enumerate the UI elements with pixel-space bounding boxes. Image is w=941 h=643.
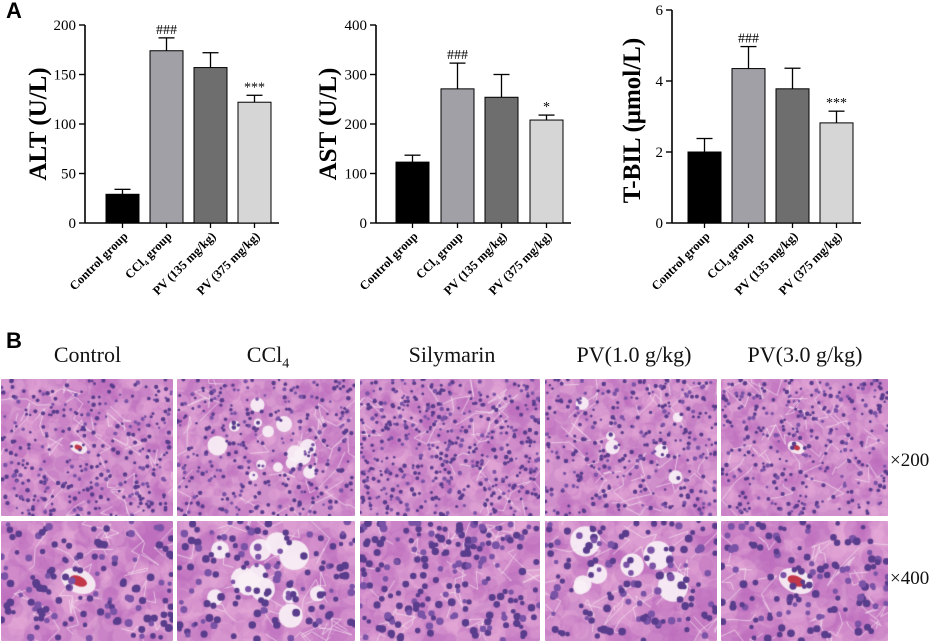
micrograph-texture xyxy=(721,521,888,641)
micrograph-pv3-400 xyxy=(721,521,888,641)
y-axis-label-2: T-BIL (μmol/L) xyxy=(619,38,646,203)
bar-0-0 xyxy=(105,193,140,224)
magnification-200: ×200 xyxy=(890,450,930,471)
bar-0-3 xyxy=(237,101,272,224)
y-tick-label-2-0: 0 xyxy=(656,216,664,232)
significance-0-3: *** xyxy=(244,80,265,95)
y-axis-label-0: ALT (U/L) xyxy=(25,67,52,180)
y-tick-label-0-4: 200 xyxy=(54,18,77,34)
micrograph-texture xyxy=(545,379,717,516)
bar-2-1 xyxy=(731,68,766,224)
bar-2-0 xyxy=(687,151,722,224)
micrograph-texture xyxy=(1,521,173,641)
micrograph-texture xyxy=(177,379,355,516)
micrograph-control-200 xyxy=(1,379,173,516)
micrograph-texture xyxy=(177,521,355,641)
micrograph-pv1-400 xyxy=(545,521,717,641)
x-tick-label-1-0: Control group xyxy=(357,229,421,293)
y-tick-label-0-0: 0 xyxy=(69,216,77,232)
micrograph-texture xyxy=(1,379,173,516)
magnification-400: ×400 xyxy=(890,568,930,589)
col-title-silymarin: Silymarin xyxy=(408,342,496,367)
col-title-pv-3: PV(3.0 g/kg) xyxy=(747,342,863,367)
micrograph-pv3-200 xyxy=(721,379,888,516)
y-tick-label-2-1: 2 xyxy=(656,145,664,161)
micrograph-texture xyxy=(721,379,888,516)
panel-a-letter: A xyxy=(6,0,22,23)
col-title-control: Control xyxy=(53,342,122,367)
col-title-ccl-subscript: 4 xyxy=(282,356,290,372)
bar-0-2 xyxy=(193,67,228,224)
y-tick-label-1-4: 400 xyxy=(345,18,368,34)
bar-1-0 xyxy=(395,161,430,224)
bar-2-2 xyxy=(775,88,810,224)
y-axis-label-1: AST (U/L) xyxy=(315,68,342,181)
micrograph-silymarin-400 xyxy=(360,521,540,641)
y-tick-label-1-0: 0 xyxy=(360,216,368,232)
panel-b-letter: B xyxy=(6,328,22,353)
col-title-pv-1: PV(1.0 g/kg) xyxy=(576,342,692,367)
significance-1-3: * xyxy=(543,100,550,115)
significance-0-1: ### xyxy=(156,23,177,38)
micrograph-silymarin-200 xyxy=(360,379,540,516)
x-tick-label-2-0: Control group xyxy=(649,229,713,293)
y-tick-label-2-3: 6 xyxy=(656,3,664,19)
y-tick-label-1-1: 100 xyxy=(345,167,368,183)
significance-1-1: ### xyxy=(447,48,468,63)
y-tick-label-0-3: 150 xyxy=(54,68,77,84)
micrograph-texture xyxy=(360,379,540,516)
bar-2-3 xyxy=(819,122,854,224)
micrograph-texture xyxy=(545,521,717,641)
significance-2-3: *** xyxy=(826,96,847,111)
micrograph-pv1-200 xyxy=(545,379,717,516)
y-tick-label-0-1: 50 xyxy=(61,167,76,183)
x-tick-label-0-0: Control group xyxy=(67,229,131,293)
micrograph-texture xyxy=(360,521,540,641)
bar-1-3 xyxy=(529,119,564,224)
micrograph-ccl4-400 xyxy=(177,521,355,641)
col-title-ccl: CCl xyxy=(246,342,283,367)
bar-1-1 xyxy=(440,88,475,224)
col-title-ccl4: CCl4 xyxy=(178,342,358,372)
y-tick-label-2-2: 4 xyxy=(656,74,664,90)
y-tick-label-1-2: 200 xyxy=(345,117,368,133)
y-tick-label-1-3: 300 xyxy=(345,68,368,84)
significance-2-1: ### xyxy=(738,32,759,47)
micrograph-ccl4-200 xyxy=(177,379,355,516)
bar-0-1 xyxy=(149,50,184,224)
bar-1-2 xyxy=(484,96,519,224)
micrograph-control-400 xyxy=(1,521,173,641)
y-tick-label-0-2: 100 xyxy=(54,117,77,133)
